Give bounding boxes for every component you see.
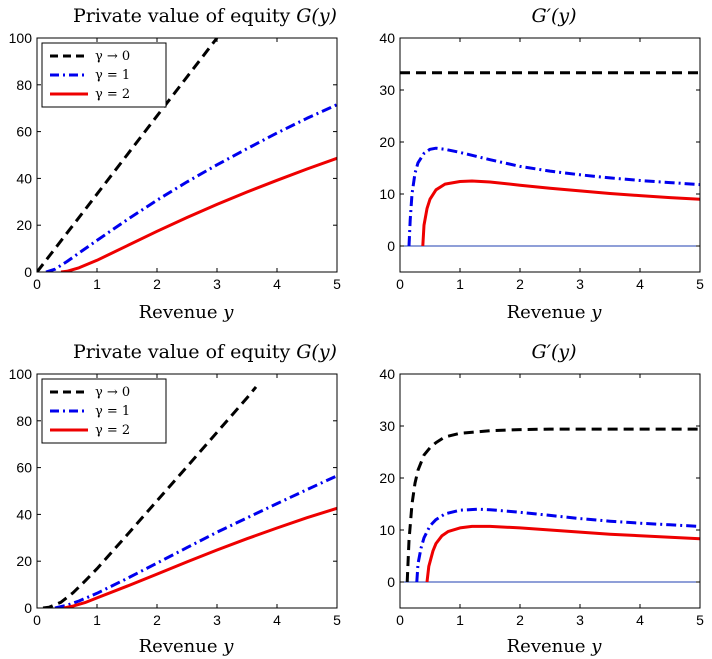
legend-box xyxy=(41,42,167,108)
series-line-1 xyxy=(54,474,337,608)
legend-label-gamma-1: γ = 1 xyxy=(95,68,130,83)
y-tick-label: 30 xyxy=(379,418,395,434)
y-tick-label: 10 xyxy=(379,186,395,202)
y-tick-label: 40 xyxy=(16,506,32,522)
x-tick-label: 4 xyxy=(273,612,281,628)
legend-label-gamma-0: γ → 0 xyxy=(95,49,130,64)
legend-label-gamma-2: γ = 2 xyxy=(95,423,130,438)
series-line-0 xyxy=(37,38,219,272)
x-tick-label: 0 xyxy=(33,612,41,628)
series-line-1 xyxy=(45,103,337,272)
y-tick-label: 80 xyxy=(16,77,32,93)
chart-panel-4: G′(y) 0 1 2 3 4 5 0 10 20 30 40 Revenue y xyxy=(379,341,704,657)
x-tick-label: 0 xyxy=(396,276,404,292)
x-axis-label-1: Revenue y xyxy=(139,302,235,323)
x-tick-label: 2 xyxy=(516,612,524,628)
y-tick-label: 60 xyxy=(16,460,32,476)
x-tick-label: 0 xyxy=(396,612,404,628)
x-axis-label-3: Revenue y xyxy=(139,636,235,657)
legend-box xyxy=(41,378,167,444)
y-tick-label: 80 xyxy=(16,413,32,429)
y-tick-label: 20 xyxy=(379,134,395,150)
chart-title-1: Private value of equity G(y) xyxy=(73,5,337,27)
chart-panel-2: G′(y) 0 1 2 3 4 5 0 10 20 30 40 Revenue y xyxy=(379,5,704,323)
series-line-0 xyxy=(42,385,258,608)
chart-title-4: G′(y) xyxy=(531,341,576,363)
chart-panel-1: Private value of equity G(y) 0 1 2 3 4 5 0 20 40… xyxy=(9,5,341,323)
plot-frame xyxy=(36,37,338,273)
series-line-2 xyxy=(60,156,337,272)
x-tick-label: 4 xyxy=(636,612,644,628)
x-tick-label: 3 xyxy=(576,276,584,292)
y-tick-label: 40 xyxy=(16,170,32,186)
x-tick-label: 1 xyxy=(93,612,101,628)
y-tick-label: 60 xyxy=(16,124,32,140)
legend-3: γ → 0 γ = 1 γ = 2 xyxy=(41,378,167,444)
chart-panel-3: Private value of equity G(y) 0 1 2 3 4 5 0 20 40… xyxy=(9,341,341,657)
series-line-2 xyxy=(421,179,700,247)
y-tick-label: 20 xyxy=(16,217,32,233)
legend-label-gamma-1: γ = 1 xyxy=(95,404,130,419)
series-line-2 xyxy=(63,506,337,608)
legend-1: γ → 0 γ = 1 γ = 2 xyxy=(41,42,167,108)
series-line-1 xyxy=(415,507,700,583)
y-tick-label: 0 xyxy=(387,238,395,254)
x-tick-label: 4 xyxy=(636,276,644,292)
chart-title-2: G′(y) xyxy=(531,5,576,27)
y-tick-label: 0 xyxy=(387,574,395,590)
x-tick-label: 0 xyxy=(33,276,41,292)
x-tick-label: 3 xyxy=(576,612,584,628)
series-line-2 xyxy=(425,524,700,583)
legend-label-gamma-0: γ → 0 xyxy=(95,385,130,400)
y-tick-label: 10 xyxy=(379,522,395,538)
x-tick-label: 2 xyxy=(153,612,161,628)
plot-frame xyxy=(36,373,338,609)
x-tick-label: 1 xyxy=(93,276,101,292)
legend-label-gamma-2: γ = 2 xyxy=(95,87,130,102)
x-tick-label: 3 xyxy=(213,276,221,292)
series-line-0 xyxy=(405,427,700,583)
chart-title-3: Private value of equity G(y) xyxy=(73,341,337,363)
x-tick-label: 2 xyxy=(153,276,161,292)
y-tick-label: 0 xyxy=(24,600,32,616)
x-axis-label-4: Revenue y xyxy=(507,636,603,657)
y-tick-label: 40 xyxy=(379,366,395,382)
y-tick-label: 0 xyxy=(24,264,32,280)
y-tick-label: 20 xyxy=(16,553,32,569)
x-tick-label: 5 xyxy=(333,612,341,628)
y-tick-label: 20 xyxy=(379,470,395,486)
x-axis-label-2: Revenue y xyxy=(507,302,603,323)
y-tick-label: 100 xyxy=(9,30,33,46)
x-tick-label: 5 xyxy=(696,276,704,292)
x-tick-label: 5 xyxy=(696,612,704,628)
y-tick-label: 40 xyxy=(379,30,395,46)
y-tick-label: 100 xyxy=(9,366,33,382)
series-line-1 xyxy=(407,146,700,247)
plot-frame xyxy=(399,37,701,273)
y-tick-label: 30 xyxy=(379,82,395,98)
x-tick-label: 4 xyxy=(273,276,281,292)
x-tick-label: 5 xyxy=(333,276,341,292)
plot-frame xyxy=(399,373,701,609)
x-tick-label: 1 xyxy=(456,276,464,292)
x-tick-label: 1 xyxy=(456,612,464,628)
x-tick-label: 3 xyxy=(213,612,221,628)
x-tick-label: 2 xyxy=(516,276,524,292)
